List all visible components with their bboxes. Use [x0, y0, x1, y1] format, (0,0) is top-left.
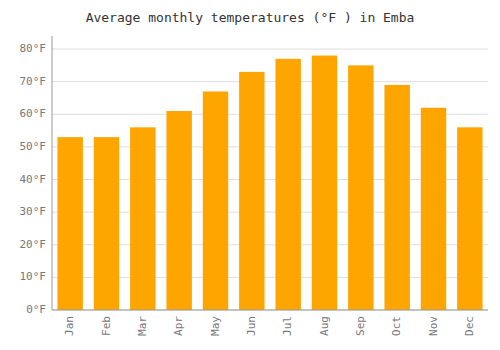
bar [348, 65, 373, 310]
bar [457, 127, 482, 310]
bar [275, 59, 300, 310]
grid-line [52, 310, 488, 311]
y-tick-label: 40°F [20, 173, 47, 186]
y-tick-label: 80°F [20, 42, 47, 55]
grid-line [52, 81, 488, 82]
bar [421, 108, 446, 310]
y-tick-label: 60°F [20, 107, 47, 120]
x-tick-labels: Jan Feb Mar Apr May Jun Jul Aug Sep Oct Nov Dec [63, 316, 476, 336]
bar [312, 56, 337, 310]
bars [57, 56, 482, 310]
x-tick-label: May [209, 316, 222, 336]
x-tick-label: Jun [245, 316, 258, 336]
x-tick-label: Oct [390, 316, 403, 336]
bar [94, 137, 119, 310]
y-tick-label: 30°F [20, 205, 47, 218]
y-tick-label: 20°F [20, 238, 47, 251]
y-tick-label: 70°F [20, 75, 47, 88]
x-tick-label: Feb [100, 316, 113, 336]
chart-svg: Average monthly temperatures (°F ) in Em… [0, 0, 500, 350]
chart-title: Average monthly temperatures (°F ) in Em… [86, 10, 415, 25]
chart-container: Average monthly temperatures (°F ) in Em… [0, 0, 500, 350]
y-tick-label: 10°F [20, 270, 47, 283]
x-tick-label: Dec [463, 316, 476, 336]
y-tick-label: 50°F [20, 140, 47, 153]
bar [239, 72, 264, 310]
bar [57, 137, 82, 310]
bar [203, 91, 228, 310]
bar [384, 85, 409, 310]
x-tick-label: Aug [318, 316, 331, 336]
x-tick-label: Apr [172, 316, 185, 336]
grid [52, 49, 488, 310]
x-tick-label: Jan [63, 316, 76, 336]
x-tick-label: Jul [281, 316, 294, 336]
bar [130, 127, 155, 310]
y-axis-line [52, 36, 53, 310]
x-tick-label: Sep [354, 316, 367, 336]
x-tick-label: Nov [427, 316, 440, 336]
bar [166, 111, 191, 310]
grid-line [52, 49, 488, 50]
y-tick-label: 0°F [26, 303, 46, 316]
x-axis-line [52, 310, 488, 311]
x-tick-label: Mar [136, 316, 149, 336]
y-tick-labels: 0°F 10°F 20°F 30°F 40°F 50°F 60°F 70°F 80°F [20, 42, 47, 316]
